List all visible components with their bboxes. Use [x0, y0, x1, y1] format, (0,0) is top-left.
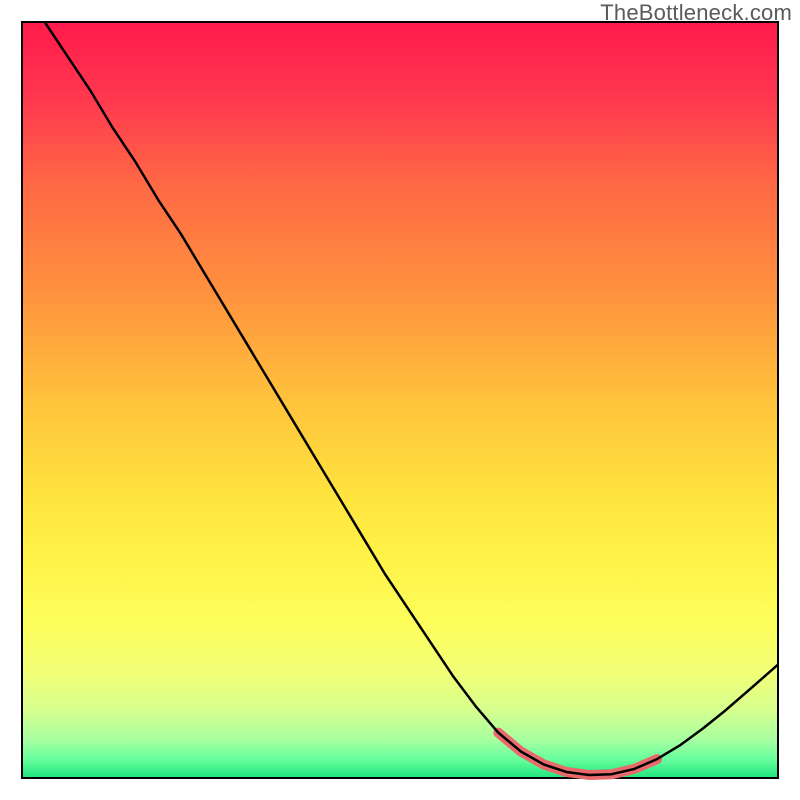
chart-container: TheBottleneck.com [0, 0, 800, 800]
plot-overlay [0, 0, 800, 800]
bottleneck-curve [45, 22, 778, 775]
plot-frame [22, 22, 778, 778]
watermark-text: TheBottleneck.com [600, 0, 792, 26]
